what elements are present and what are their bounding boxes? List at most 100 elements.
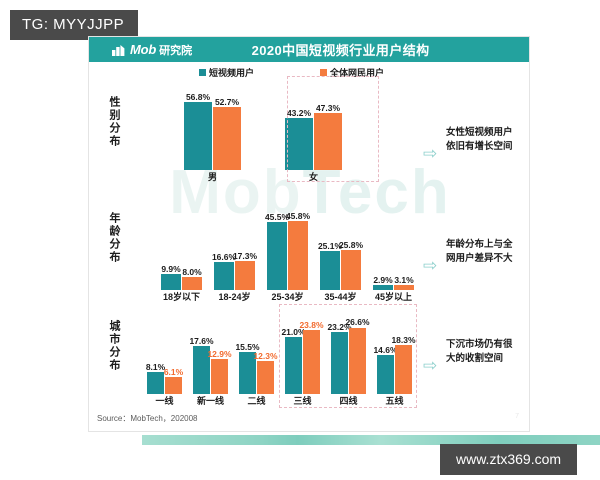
bar-label-gender-1-0: 43.2% — [286, 107, 312, 118]
section-label-city-text: 城市分布 — [107, 320, 120, 372]
bar-label-gender-0-0: 56.8% — [185, 91, 211, 102]
bar-group-city-5: 14.6% 18.3% 五线 — [373, 314, 416, 406]
bar-group-age-2: 45.5% 45.8% 25-34岁 — [264, 204, 311, 302]
bar-city-5-orange — [395, 345, 412, 394]
bar-group-gender-0: 56.8% 52.7% 男 — [184, 84, 241, 182]
bar-gender-0-orange — [213, 107, 241, 170]
bar-label-age-1-1: 17.3% — [232, 250, 258, 261]
bar-label-city-0-0: 8.1% — [145, 361, 166, 372]
presentation-slide: MobTech Mob 研究院 2020中国短视频行业用户结构 短视频用 — [88, 36, 530, 432]
bar-label-city-0-1: 6.1% — [163, 366, 184, 377]
bar-label-age-3-1: 25.8% — [338, 239, 364, 250]
bar-city-3-teal — [285, 337, 302, 394]
bar-group-city-4: 23.2% 26.6% 四线 — [327, 314, 370, 406]
bar-age-0-orange — [182, 277, 202, 290]
bar-city-4-orange — [349, 327, 366, 394]
bar-age-1-orange — [235, 261, 255, 290]
bar-label-age-3-0: 25.1% — [317, 240, 343, 251]
bar-group-age-4: 2.9% 3.1% 45岁以上 — [373, 204, 414, 302]
bar-label-city-5-1: 18.3% — [391, 334, 416, 345]
bar-group-age-0: 9.9% 8.0% 18岁以下 — [161, 204, 202, 302]
arrow-icon-gender: ⇨ — [423, 144, 438, 164]
bar-category-age-3: 35-44岁 — [324, 292, 357, 302]
bar-age-4-orange — [394, 285, 414, 290]
section-label-gender: 性别分布 — [107, 96, 129, 148]
bar-age-2-orange — [288, 221, 308, 290]
mob-logo: Mob 研究院 — [111, 42, 192, 58]
bar-category-city-1: 新一线 — [196, 396, 224, 406]
url-watermark-badge: www.ztx369.com — [440, 444, 578, 475]
bar-label-age-0-0: 9.9% — [161, 263, 181, 274]
callout-age: 年龄分布上与全网用户差异不大 — [446, 239, 513, 265]
bar-category-city-2: 二线 — [247, 396, 266, 406]
bar-group-city-2: 15.5% 12.3% 二线 — [235, 314, 278, 406]
chart-legend: 短视频用户 全体网民用户 — [199, 66, 384, 79]
bar-city-2-orange — [257, 361, 274, 394]
bottom-decorative-strip — [142, 435, 600, 445]
bar-gender-1-teal — [285, 118, 313, 170]
bar-group-age-3: 25.1% 25.8% 35-44岁 — [317, 204, 364, 302]
bar-age-4-teal — [373, 285, 393, 290]
bar-category-city-5: 五线 — [385, 396, 404, 406]
bar-group-age-1: 16.6% 17.3% 18-24岁 — [211, 204, 258, 302]
bar-gender-1-orange — [314, 113, 342, 170]
legend-label-duanshipin: 短视频用户 — [209, 68, 255, 78]
bar-age-3-teal — [320, 251, 340, 290]
legend-swatch-icon-orange — [320, 69, 328, 76]
mob-logo-icon — [112, 44, 125, 56]
source-note: Source：MobTech，202008 — [97, 414, 198, 423]
section-label-gender-text: 性别分布 — [107, 96, 120, 148]
bar-city-0-orange — [165, 377, 182, 394]
bar-label-age-4-1: 3.1% — [394, 274, 414, 285]
bar-age-1-teal — [214, 262, 234, 290]
bar-group-gender-1: 43.2% 47.3% 女 — [285, 84, 342, 182]
bar-label-city-5-0: 14.6% — [373, 344, 398, 355]
mob-logo-text-cn: 研究院 — [159, 44, 193, 57]
slide-footer: Source：MobTech，202008 7 — [89, 409, 529, 431]
callout-gender: 女性短视频用户依旧有增长空间 — [446, 127, 513, 153]
chart-age: 9.9% 8.0% 18岁以下 — [161, 204, 416, 302]
highlight-box-gender — [287, 76, 379, 182]
bar-label-gender-1-1: 47.3% — [315, 102, 341, 113]
chart-city: 8.1% 6.1% 一线 1 — [145, 314, 417, 406]
arrow-icon-city: ⇨ — [423, 356, 438, 376]
legend-item-quanti: 全体网民用户 — [320, 66, 384, 79]
mob-logo-text: Mob — [130, 42, 157, 57]
page-number: 7 — [515, 413, 519, 420]
bar-category-age-1: 18-24岁 — [218, 292, 251, 302]
slide-body: 短视频用户 全体网民用户 性别分布 年龄分布 城市分布 — [89, 62, 529, 409]
chart-gender: 56.8% 52.7% 男 — [184, 84, 384, 182]
bar-city-4-teal — [331, 332, 348, 394]
section-label-age-text: 年龄分布 — [107, 212, 120, 264]
bar-category-gender-0: 男 — [207, 172, 217, 182]
bar-label-city-4-1: 26.6% — [345, 317, 370, 327]
bar-label-age-1-0: 16.6% — [211, 251, 237, 262]
bar-category-gender-1: 女 — [308, 172, 318, 182]
bar-category-age-0: 18岁以下 — [162, 292, 200, 302]
legend-label-quanti: 全体网民用户 — [330, 68, 385, 78]
bar-label-age-0-1: 8.0% — [182, 266, 202, 277]
bar-city-1-teal — [193, 346, 210, 394]
bar-label-city-2-1: 12.3% — [253, 350, 278, 361]
slide-header: Mob 研究院 2020中国短视频行业用户结构 — [89, 37, 529, 62]
bar-gender-0-teal — [184, 102, 212, 170]
bar-age-0-teal — [161, 274, 181, 290]
bar-category-city-3: 三线 — [293, 396, 312, 406]
bar-label-age-2-0: 45.5% — [264, 211, 290, 222]
bar-city-2-teal — [239, 352, 256, 394]
tg-tag-overlay: TG: MYYJJPP — [10, 10, 139, 40]
bar-label-gender-0-1: 52.7% — [214, 96, 240, 107]
bar-label-city-2-0: 15.5% — [235, 341, 260, 352]
section-label-age: 年龄分布 — [107, 212, 129, 264]
bar-label-city-1-1: 12.9% — [207, 348, 232, 359]
bar-city-5-teal — [377, 355, 394, 394]
bar-city-1-orange — [211, 359, 228, 394]
bar-category-age-2: 25-34岁 — [271, 292, 304, 302]
bar-group-city-0: 8.1% 6.1% 一线 — [145, 314, 184, 406]
legend-swatch-icon-teal — [199, 69, 206, 76]
bar-label-age-2-1: 45.8% — [285, 210, 311, 221]
callout-city: 下沉市场仍有很大的收割空间 — [446, 339, 513, 365]
legend-item-duanshipin: 短视频用户 — [199, 66, 254, 79]
bar-category-city-0: 一线 — [155, 396, 174, 406]
arrow-icon-age: ⇨ — [423, 256, 438, 276]
